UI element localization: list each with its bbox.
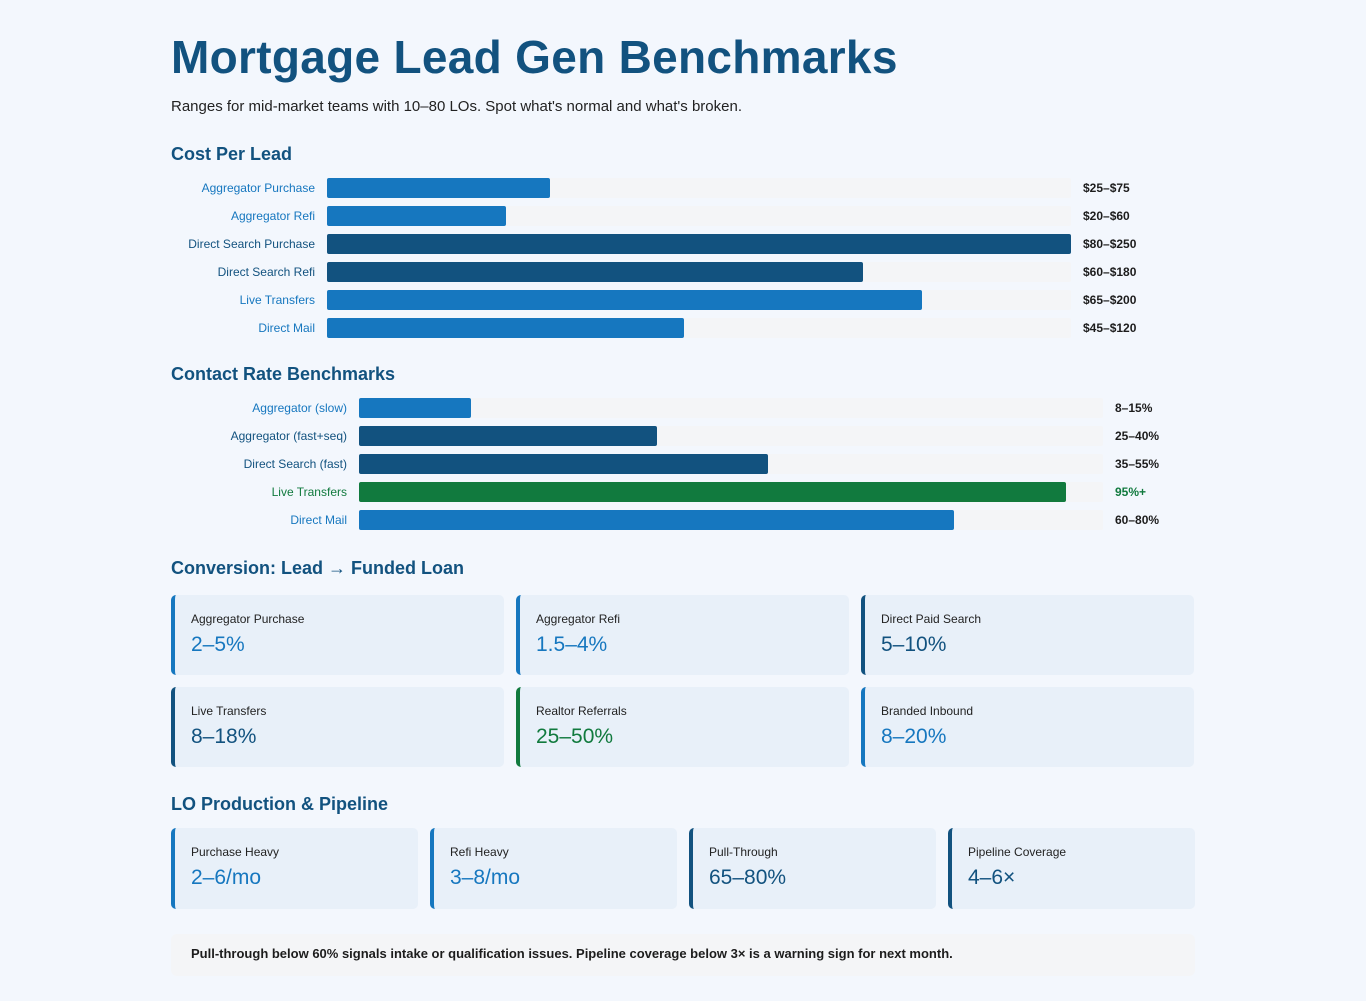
bar-label: Direct Mail (290, 513, 347, 527)
bar (327, 262, 863, 282)
bar-row-aggregator-purchase: Aggregator Purchase $25–$75 (171, 178, 1195, 198)
conversion-section-title: Conversion: Lead → Funded Loan (171, 558, 465, 578)
lo-section-title: LO Production & Pipeline (171, 794, 389, 814)
bar-row-direct-search-fast: Direct Search (fast) 35–55% (171, 454, 1195, 474)
bar-value-label: 35–55% (1115, 457, 1160, 471)
bar-label: Aggregator Purchase (201, 181, 315, 195)
metric-card-refi-heavy: Refi Heavy 3–8/mo (430, 828, 677, 909)
bar-label: Direct Search Refi (217, 265, 315, 279)
bar-row-direct-search-refi: Direct Search Refi $60–$180 (171, 262, 1195, 282)
bar (359, 510, 955, 530)
page-subtitle: Ranges for mid-market teams with 10–80 L… (171, 98, 742, 115)
bar (327, 234, 1071, 254)
metric-card-realtor-referrals: Realtor Referrals 25–50% (516, 687, 849, 767)
bar-row-aggregator-fast-seq: Aggregator (fast+seq) 25–40% (171, 426, 1195, 446)
bar (359, 482, 1066, 502)
bar-label: Aggregator (fast+seq) (230, 429, 347, 443)
metric-card-label: Refi Heavy (450, 845, 509, 859)
bar-track (359, 454, 1103, 474)
metric-card-label: Pull-Through (709, 845, 778, 859)
bar-label: Live Transfers (271, 485, 347, 499)
bar-track (327, 206, 1071, 226)
bar-row-live-transfers: Live Transfers 95%+ (171, 482, 1195, 502)
metric-card-branded-inbound: Branded Inbound 8–20% (861, 687, 1194, 767)
bar-value-label: 95%+ (1115, 485, 1147, 499)
bar-value-label: $65–$200 (1083, 293, 1137, 307)
bar-label: Aggregator (slow) (252, 401, 347, 415)
bar-track (327, 318, 1071, 338)
metric-card-value: 8–18% (191, 725, 257, 748)
metric-card-value: 65–80% (709, 866, 787, 889)
bar (327, 206, 506, 226)
bar-value-label: $80–$250 (1083, 237, 1137, 251)
cpl-section-title: Cost Per Lead (171, 144, 293, 164)
metric-card-live-transfers: Live Transfers 8–18% (171, 687, 504, 767)
metric-card-label: Direct Paid Search (881, 612, 982, 626)
metric-card-pipeline-coverage: Pipeline Coverage 4–6× (948, 828, 1195, 909)
bar (327, 178, 551, 198)
metric-card-value: 2–6/mo (191, 866, 262, 889)
metric-card-value: 1.5–4% (536, 633, 608, 656)
metric-card-value: 25–50% (536, 725, 614, 748)
bar (359, 398, 471, 418)
metric-card-label: Pipeline Coverage (968, 845, 1067, 859)
bar-track (359, 510, 1103, 530)
contact-section-title: Contact Rate Benchmarks (171, 364, 396, 384)
bar-row-direct-mail: Direct Mail 60–80% (171, 510, 1195, 530)
metric-card-direct-paid-search: Direct Paid Search 5–10% (861, 595, 1194, 675)
metric-card-value: 8–20% (881, 725, 947, 748)
note-text: Pull-through below 60% signals intake or… (191, 946, 953, 961)
bar-value-label: 8–15% (1115, 401, 1153, 415)
metric-card-label: Live Transfers (191, 704, 267, 718)
bar-row-aggregator-refi: Aggregator Refi $20–$60 (171, 206, 1195, 226)
metric-card-label: Aggregator Purchase (191, 612, 305, 626)
bar (327, 290, 923, 310)
bar-value-label: 25–40% (1115, 429, 1160, 443)
page-title: Mortgage Lead Gen Benchmarks (171, 31, 898, 83)
bar-track (359, 398, 1103, 418)
bar (359, 454, 769, 474)
note-box: Pull-through below 60% signals intake or… (171, 934, 1195, 976)
bar-track (327, 178, 1071, 198)
bar-value-label: $60–$180 (1083, 265, 1137, 279)
bar-label: Aggregator Refi (230, 209, 315, 223)
bar (359, 426, 657, 446)
bar-label: Direct Search Purchase (188, 237, 315, 251)
metric-card-aggregator-refi: Aggregator Refi 1.5–4% (516, 595, 849, 675)
bar-value-label: $45–$120 (1083, 321, 1137, 335)
bar-row-direct-search-purchase: Direct Search Purchase $80–$250 (171, 234, 1195, 254)
bar-value-label: 60–80% (1115, 513, 1160, 527)
metric-card-label: Branded Inbound (881, 704, 974, 718)
metric-card-label: Purchase Heavy (191, 845, 280, 859)
bar-row-live-transfers: Live Transfers $65–$200 (171, 290, 1195, 310)
bar-track (327, 290, 1071, 310)
metric-card-value: 5–10% (881, 633, 947, 656)
metric-card-label: Realtor Referrals (536, 704, 627, 718)
metric-card-value: 2–5% (191, 633, 245, 656)
bar-label: Direct Search (fast) (243, 457, 347, 471)
metric-card-pull-through: Pull-Through 65–80% (689, 828, 936, 909)
metric-card-label: Aggregator Refi (536, 612, 621, 626)
bar-value-label: $20–$60 (1083, 209, 1130, 223)
metric-card-aggregator-purchase: Aggregator Purchase 2–5% (171, 595, 504, 675)
bar-label: Live Transfers (239, 293, 315, 307)
metric-card-value: 4–6× (968, 866, 1016, 889)
bar-track (359, 482, 1103, 502)
bar-track (327, 262, 1071, 282)
metric-card-value: 3–8/mo (450, 866, 521, 889)
bar (327, 318, 685, 338)
bar-row-direct-mail: Direct Mail $45–$120 (171, 318, 1195, 338)
bar-value-label: $25–$75 (1083, 181, 1130, 195)
bar-track (359, 426, 1103, 446)
bar-row-aggregator-slow: Aggregator (slow) 8–15% (171, 398, 1195, 418)
bar-label: Direct Mail (258, 321, 315, 335)
metric-card-purchase-heavy: Purchase Heavy 2–6/mo (171, 828, 418, 909)
bar-track (327, 234, 1071, 254)
